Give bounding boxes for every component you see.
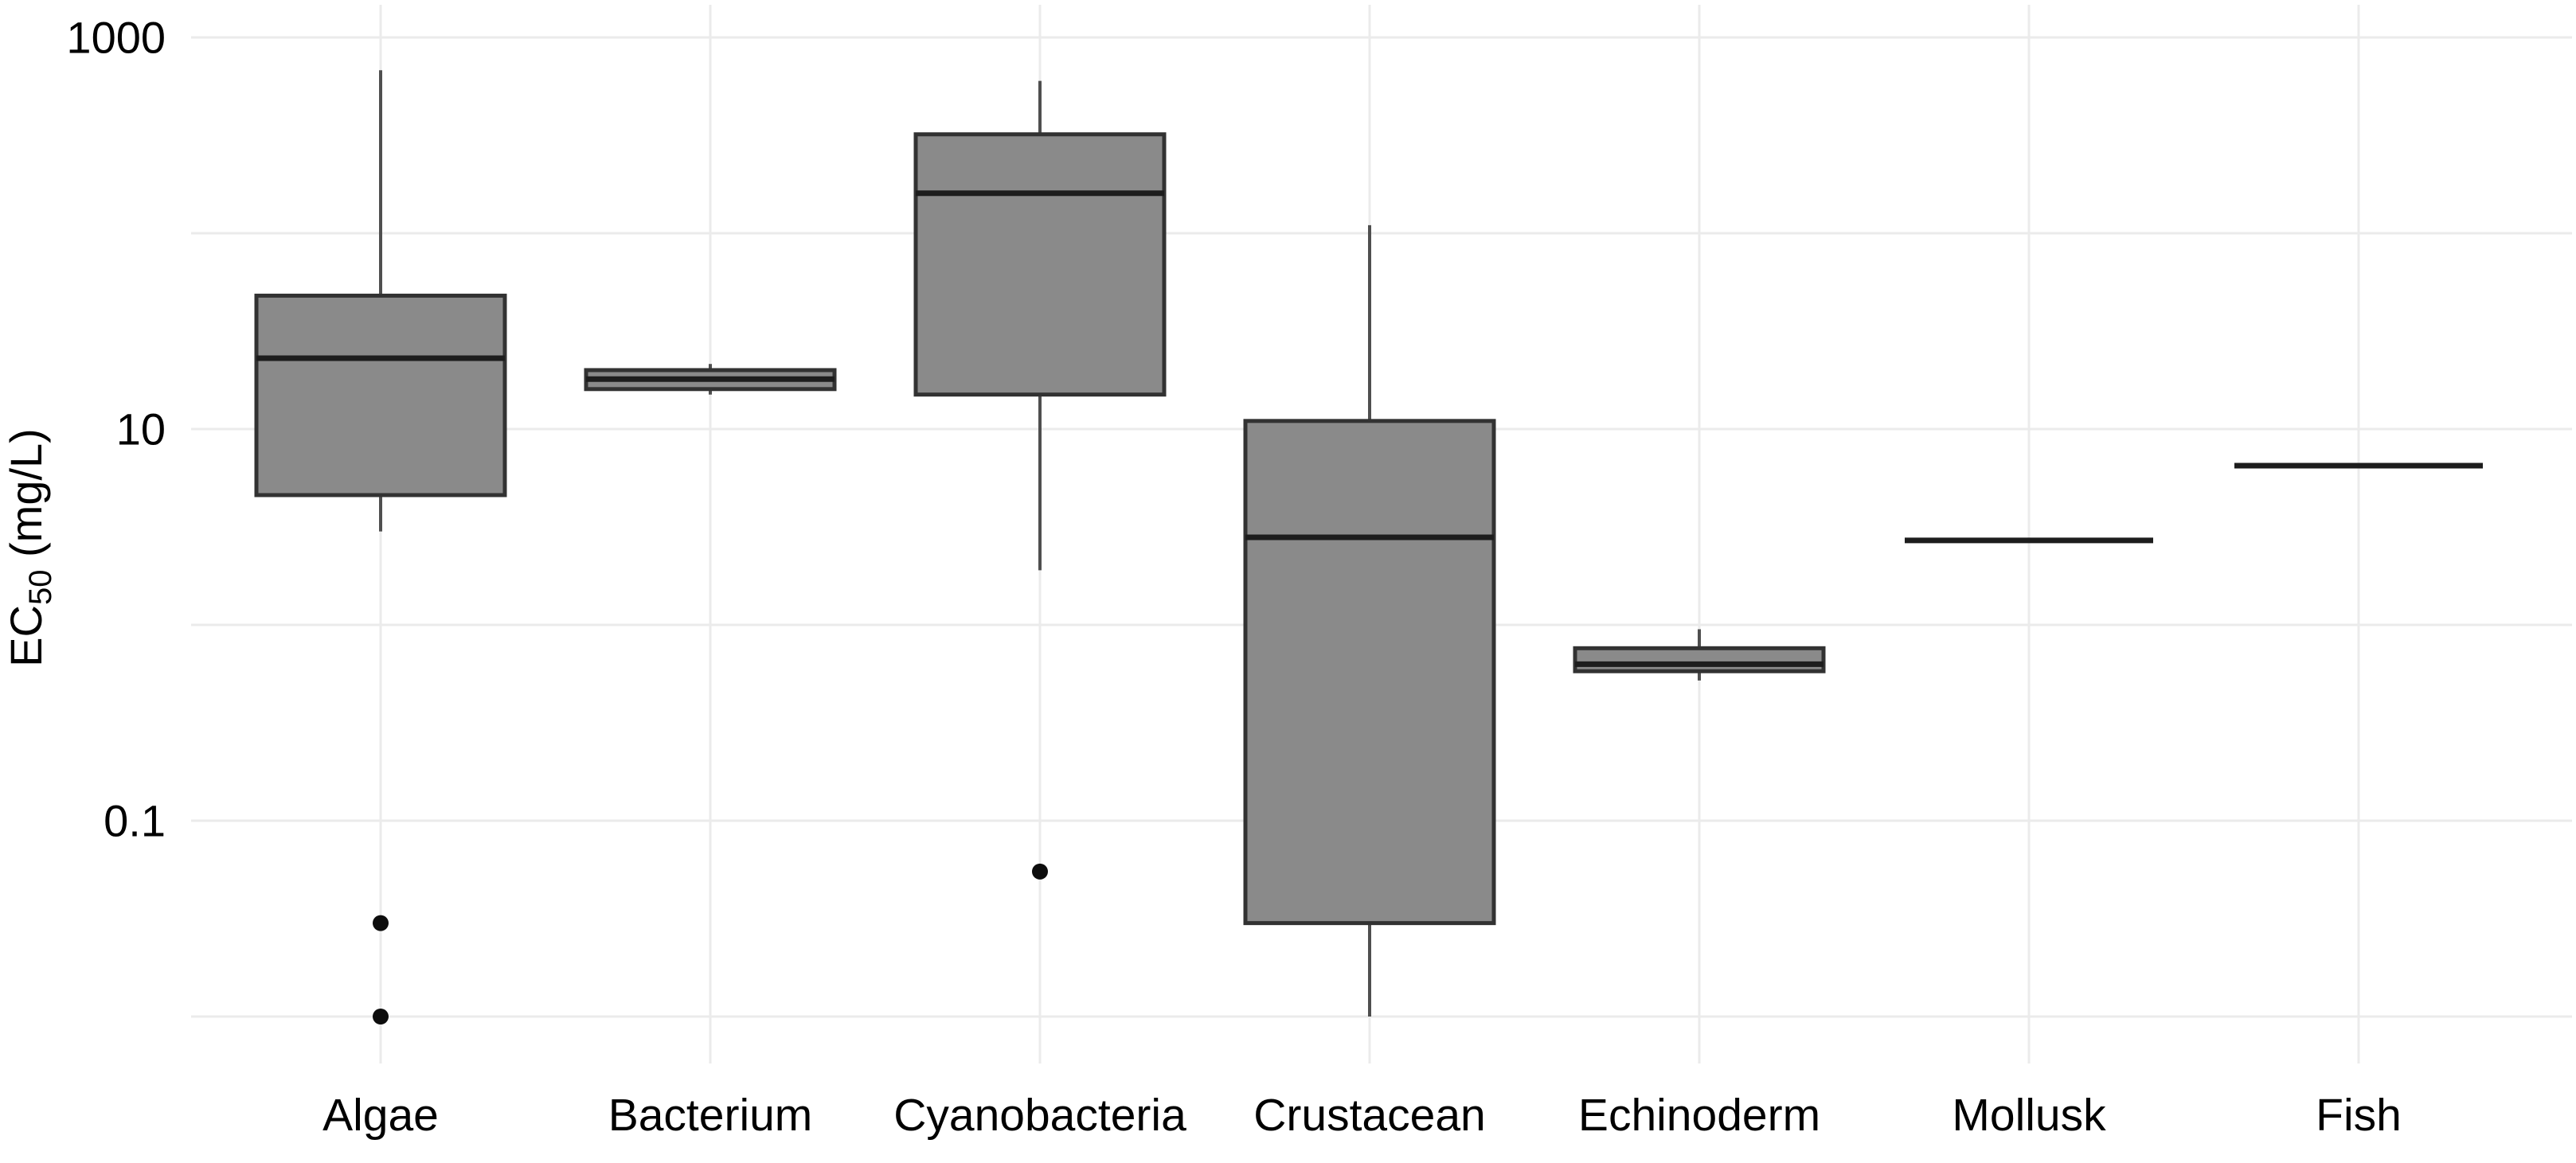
x-axis-label-echinoderm: Echinoderm (1578, 1090, 1820, 1141)
y-tick-label-0p1: 0.1 (104, 796, 166, 846)
outlier-dot-algae-0 (373, 915, 389, 931)
outlier-dot-algae-1 (373, 1009, 389, 1024)
box-echinoderm (1573, 646, 1826, 673)
outlier-dot-cyanobacteria-0 (1032, 863, 1048, 880)
box-algae (254, 293, 507, 498)
box-cyanobacteria (913, 132, 1167, 397)
x-axis-label-fish: Fish (2316, 1090, 2402, 1141)
x-axis-label-mollusk: Mollusk (1952, 1090, 2106, 1141)
y-tick-label-10: 10 (116, 404, 166, 455)
box-crustacean (1243, 419, 1496, 926)
x-axis-label-algae: Algae (322, 1090, 439, 1141)
x-axis-label-bacterium: Bacterium (608, 1090, 813, 1141)
x-axis-label-crustacean: Crustacean (1253, 1090, 1486, 1141)
y-axis-label: EC50 (mg/L) (1, 428, 58, 667)
x-axis-label-cyanobacteria: Cyanobacteria (893, 1090, 1186, 1141)
y-tick-label-1000: 1000 (66, 13, 166, 63)
